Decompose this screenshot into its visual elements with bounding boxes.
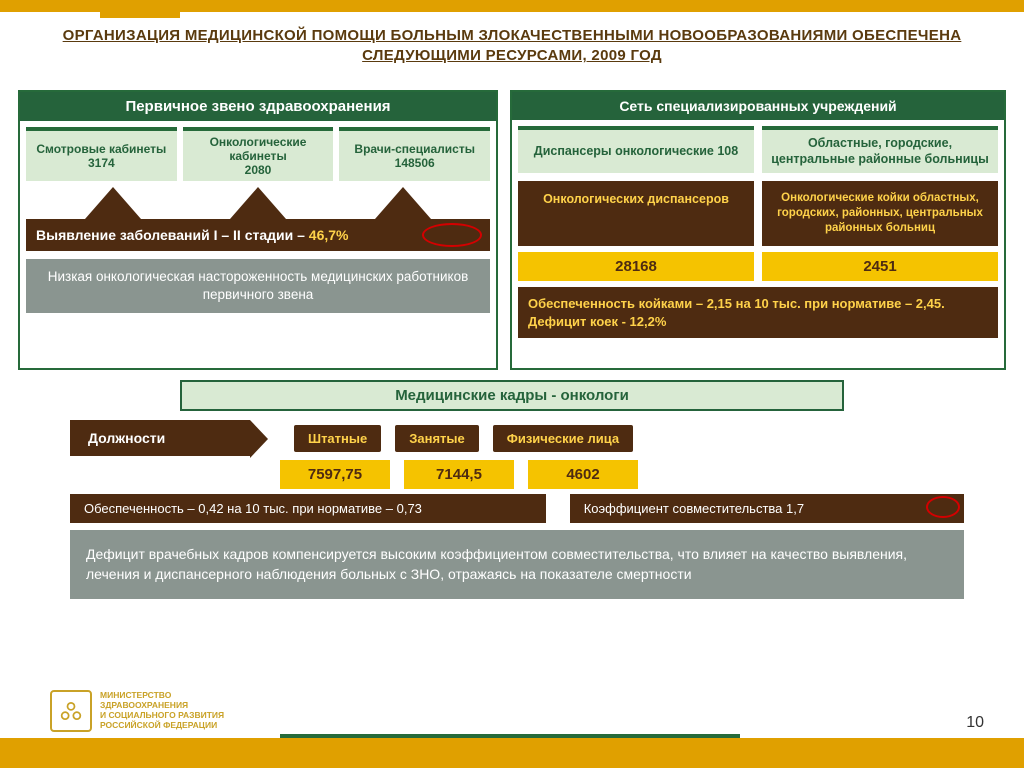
subbox-value: 148506 [341,156,488,170]
triangle-icon [85,187,141,219]
chip-occupied: Занятые [395,425,479,452]
mid-header: Медицинские кадры - онкологи [180,380,844,411]
subbox-value: 3174 [28,156,175,170]
subbox-label: Врачи-специалисты [341,142,488,156]
triangle-row [20,187,496,219]
red-circle-highlight [422,223,482,247]
stat-coeff-prefix: Коэффициент совместительства [584,501,786,516]
triangle-icon [230,187,286,219]
right-mid-row: Онкологических диспансеров Онкологически… [512,179,1004,252]
panel-left-header: Первичное звено здравоохранения [20,92,496,121]
value-occupied: 7144,5 [404,460,514,489]
positions-values-row: 7597,75 7144,5 4602 [280,460,638,489]
top-accent-tab [100,0,180,18]
chip-staff: Штатные [294,425,381,452]
right-top-row: Диспансеры онкологические 108 Областные,… [512,120,1004,179]
emblem-svg [57,697,85,725]
page-title: ОРГАНИЗАЦИЯ МЕДИЦИНСКОЙ ПОМОЩИ БОЛЬНЫМ З… [60,26,964,67]
value-staff: 7597,75 [280,460,390,489]
chip-individuals: Физические лица [493,425,633,452]
subbox-label: Смотровые кабинеты [28,142,175,156]
subbox-exam-rooms: Смотровые кабинеты 3174 [26,127,177,181]
detection-bar: Выявление заболеваний I – II стадии – 46… [26,219,490,251]
positions-label: Должности [70,420,250,456]
subbox-hospitals: Областные, городские, центральные районн… [762,126,998,173]
panel-specialized-network: Сеть специализированных учреждений Диспа… [510,90,1006,370]
stats-line-row: Обеспеченность – 0,42 на 10 тыс. при нор… [70,494,964,523]
midbox-beds: Онкологические койки областных, городски… [762,181,998,246]
right-note: Обеспеченность койками – 2,15 на 10 тыс.… [518,287,998,338]
logo-text: МИНИСТЕРСТВО ЗДРАВООХРАНЕНИЯ И СОЦИАЛЬНО… [100,691,224,730]
stat-provision: Обеспеченность – 0,42 на 10 тыс. при нор… [70,494,546,523]
page-number: 10 [966,714,984,732]
detection-value: 46,7% [309,227,349,243]
footer-accent-bar [0,738,1024,768]
deficit-note: Дефицит врачебных кадров компенсируется … [70,530,964,599]
midbox-dispensaries: Онкологических диспансеров [518,181,754,246]
red-circle-highlight [926,496,960,518]
left-grey-note: Низкая онкологическая настороженность ме… [26,259,490,313]
left-subbox-row: Смотровые кабинеты 3174 Онкологические к… [20,121,496,187]
right-value-row: 28168 2451 [512,252,1004,287]
subbox-onco-rooms: Онкологические кабинеты 2080 [183,127,334,181]
value-individuals: 4602 [528,460,638,489]
subbox-specialists: Врачи-специалисты 148506 [339,127,490,181]
logo-line4: РОССИЙСКОЙ ФЕДЕРАЦИИ [100,721,224,731]
positions-row: Должности Штатные Занятые Физические лиц… [70,420,964,456]
stat-coefficient: Коэффициент совместительства 1,7 [570,494,964,523]
subbox-dispensaries: Диспансеры онкологические 108 [518,126,754,173]
triangle-icon [375,187,431,219]
subbox-label: Онкологические кабинеты [185,135,332,163]
ministry-logo: МИНИСТЕРСТВО ЗДРАВООХРАНЕНИЯ И СОЦИАЛЬНО… [50,690,224,732]
value-dispensaries: 28168 [518,252,754,281]
panel-primary-care: Первичное звено здравоохранения Смотровы… [18,90,498,370]
value-beds: 2451 [762,252,998,281]
panel-right-header: Сеть специализированных учреждений [512,92,1004,120]
logo-emblem-icon [50,690,92,732]
subbox-value: 2080 [185,163,332,177]
stat-coeff-value: 1,7 [786,501,804,516]
detection-prefix: Выявление заболеваний I – II стадии – [36,227,309,243]
